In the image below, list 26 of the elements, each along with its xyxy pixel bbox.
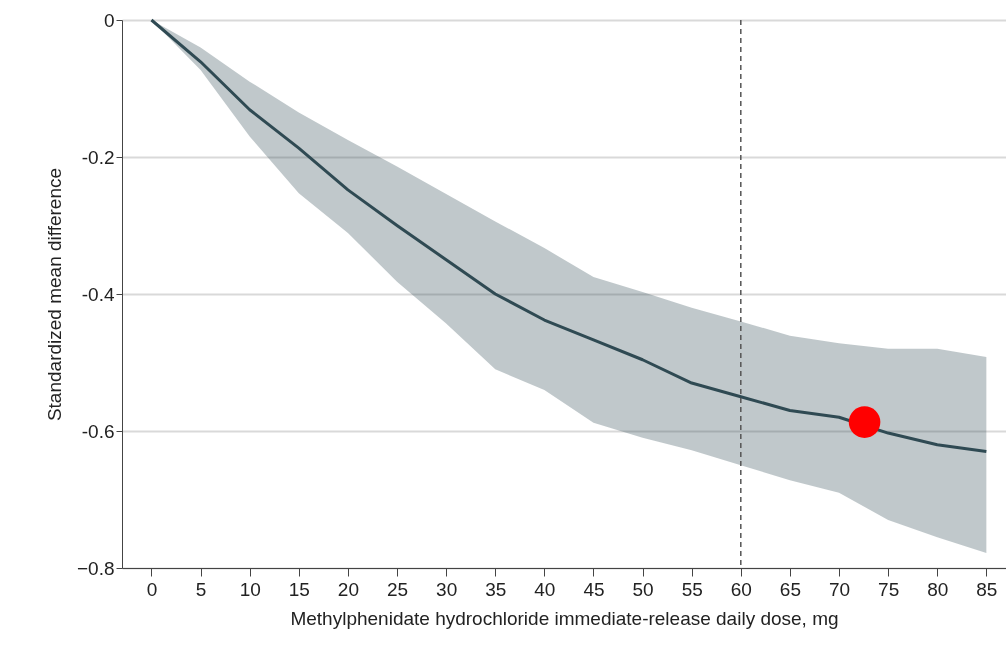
x-tick-label: 15 bbox=[288, 578, 310, 600]
x-tick-label: 35 bbox=[485, 578, 507, 600]
x-tick-label: 65 bbox=[779, 578, 801, 600]
x-tick-label: 30 bbox=[436, 578, 458, 600]
x-tick-label: 85 bbox=[976, 578, 998, 600]
x-tick-label: 25 bbox=[386, 578, 409, 600]
x-tick-label: 80 bbox=[927, 578, 949, 600]
y-tick-label: -0.4 bbox=[81, 283, 115, 305]
x-tick-label: 60 bbox=[730, 578, 752, 600]
x-tick-label: 20 bbox=[337, 578, 359, 600]
x-tick-label: 45 bbox=[583, 578, 605, 600]
y-axis-title: Standardized mean difference bbox=[43, 167, 65, 422]
y-tick-label: 0 bbox=[103, 9, 115, 31]
x-tick-label: 5 bbox=[195, 578, 207, 600]
x-tick-label: 75 bbox=[878, 578, 900, 600]
y-tick-label: −0.8 bbox=[76, 557, 115, 579]
y-tick-label: -0.2 bbox=[81, 146, 115, 168]
x-tick-label: 10 bbox=[239, 578, 261, 600]
x-tick-label: 70 bbox=[828, 578, 851, 600]
x-axis-title: Methylphenidate hydrochloride immediate-release daily dose, mg bbox=[290, 607, 839, 629]
x-tick-label: 50 bbox=[632, 578, 654, 600]
x-tick-label: 40 bbox=[534, 578, 556, 600]
line-series bbox=[149, 18, 988, 454]
y-tick-label: -0.6 bbox=[81, 420, 115, 442]
x-tick-label: 55 bbox=[681, 578, 703, 600]
x-tick-label: 0 bbox=[146, 578, 158, 600]
